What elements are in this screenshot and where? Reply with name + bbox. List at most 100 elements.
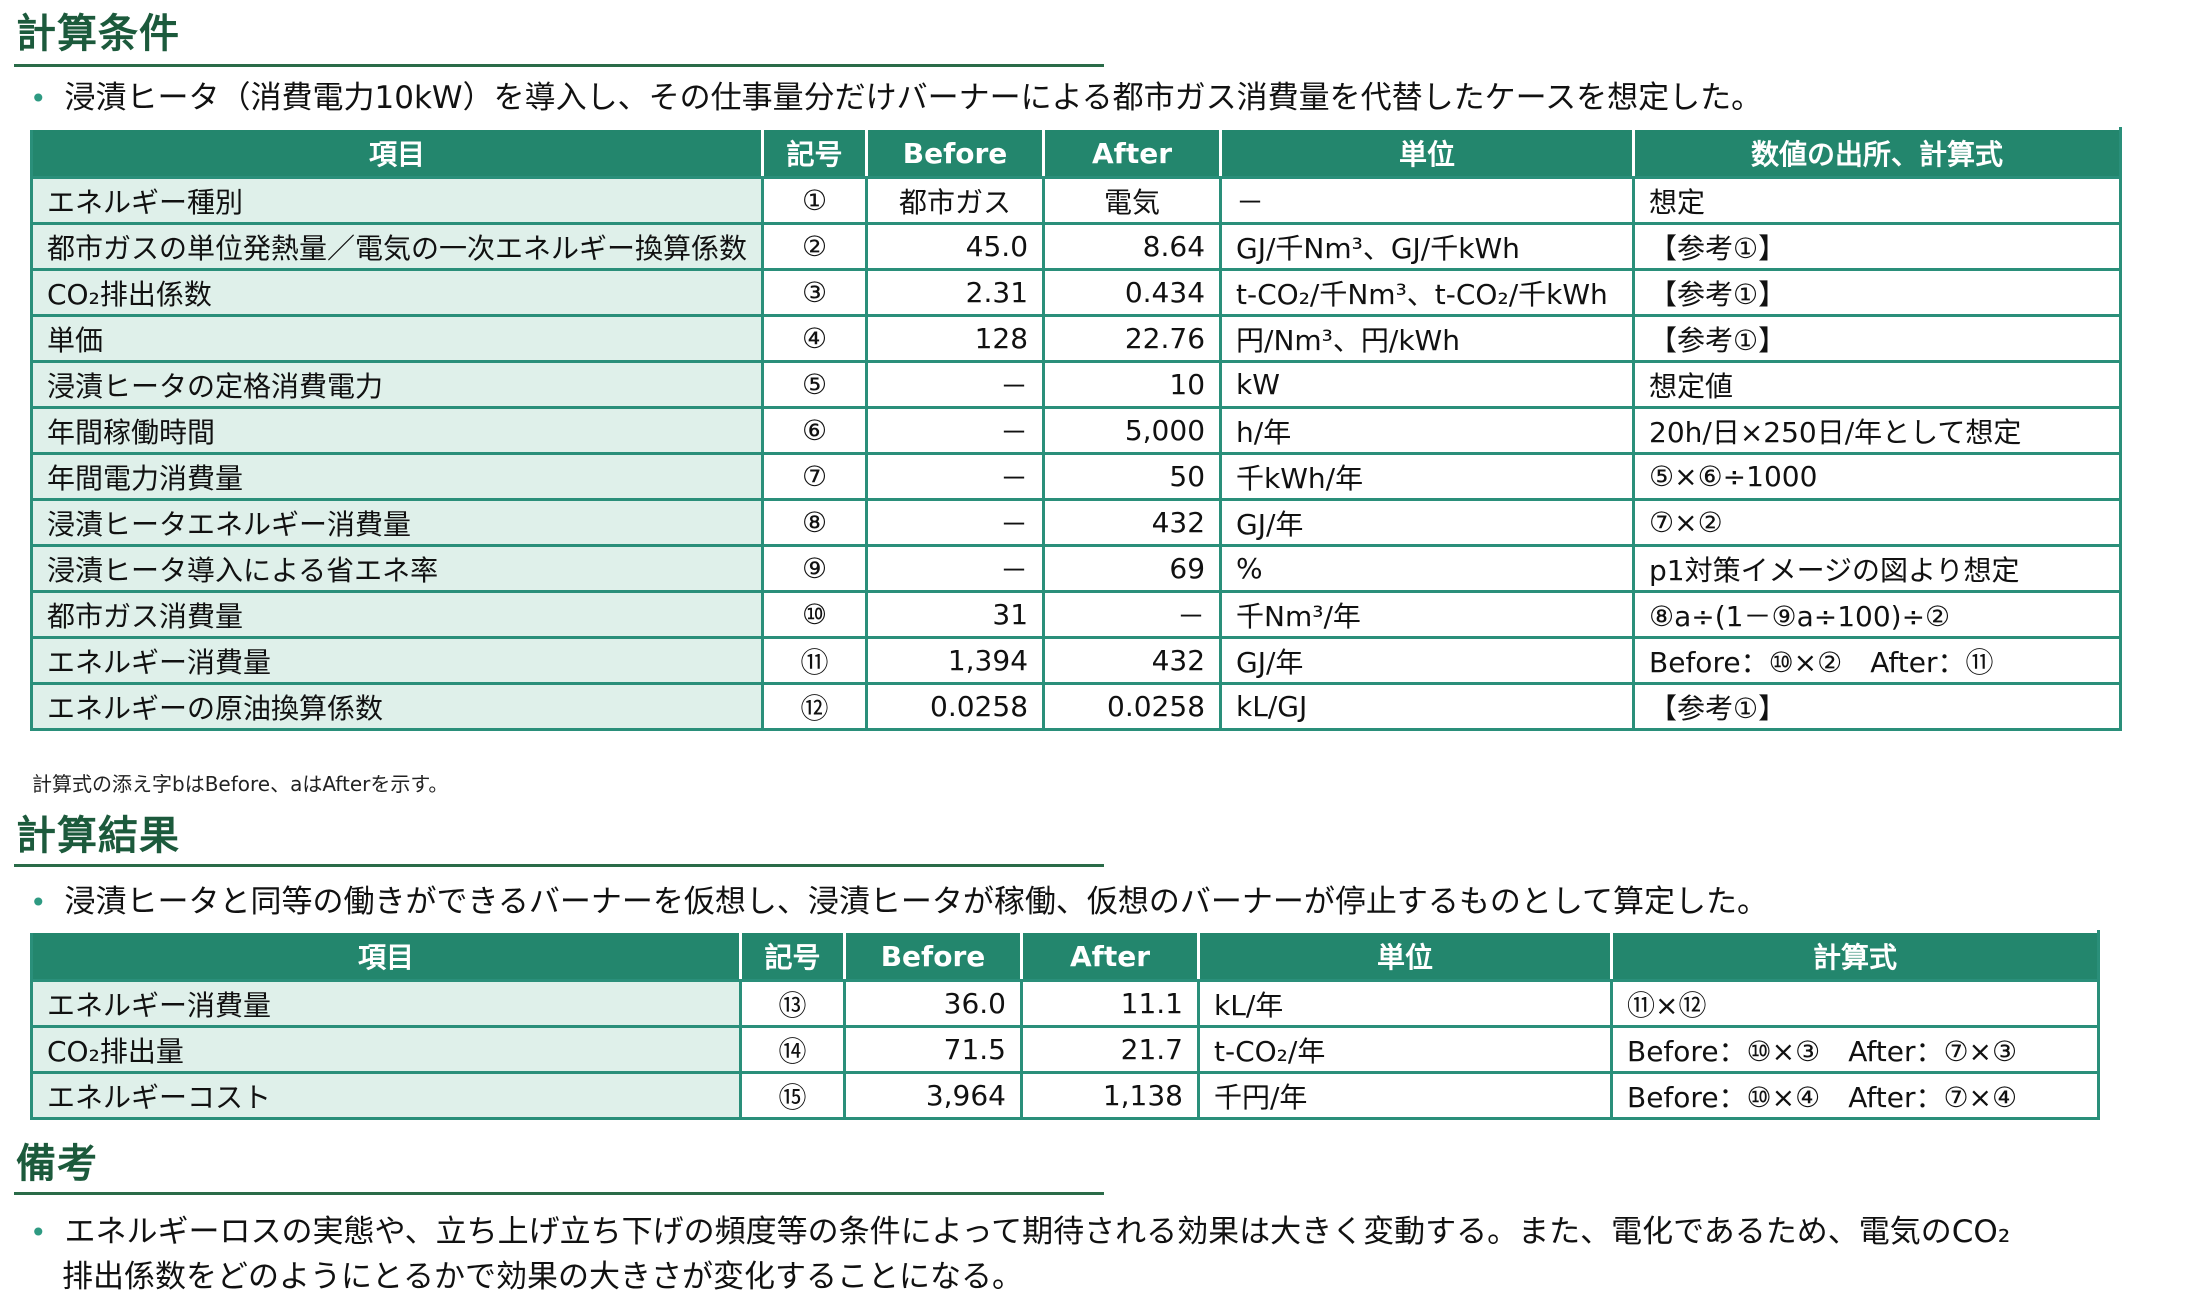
after-cell: 0.0258	[1042, 682, 1223, 731]
after-cell: 432	[1042, 636, 1223, 685]
symbol-cell: ②	[761, 222, 869, 271]
after-cell: 0.434	[1042, 268, 1223, 317]
source-cell: 【参考①】	[1632, 222, 2123, 271]
before-cell: －	[865, 498, 1046, 547]
item-cell: 浸漬ヒータ導入による省エネ率	[29, 544, 765, 593]
col-header-after: After	[1042, 127, 1223, 179]
col-header-symbol: 記号	[761, 127, 869, 179]
before-cell: 31	[865, 590, 1046, 639]
conditions-bullet-text: 浸漬ヒータ（消費電力10kW）を導入し、その仕事量分だけバーナーによる都市ガス消…	[64, 80, 1763, 116]
unit-cell: 千kWh/年	[1219, 452, 1636, 501]
unit-cell: kL/年	[1197, 979, 1613, 1028]
before-cell: 2.31	[865, 268, 1046, 317]
unit-cell: t-CO₂/年	[1197, 1025, 1613, 1074]
item-cell: 浸漬ヒータエネルギー消費量	[29, 498, 765, 547]
symbol-cell: ①	[761, 176, 869, 225]
before-cell: 0.0258	[865, 682, 1046, 731]
source-cell: ⑤×⑥÷1000	[1632, 452, 2123, 501]
source-cell: 【参考①】	[1632, 268, 2123, 317]
col-header-formula: 計算式	[1610, 930, 2100, 982]
item-cell: 年間稼働時間	[29, 406, 765, 455]
table-row: 浸漬ヒータの定格消費電力 ⑤ － 10 kW 想定値	[29, 360, 2123, 409]
after-cell: 電気	[1042, 176, 1223, 225]
symbol-cell: ⑦	[761, 452, 869, 501]
remarks-rule	[14, 1192, 1104, 1195]
source-cell: 20h/日×250日/年として想定	[1632, 406, 2123, 455]
table-row: エネルギー消費量 ⑬ 36.0 11.1 kL/年 ⑪×⑫	[30, 979, 2100, 1028]
remarks-line-1: エネルギーロスの実態や、立ち上げ立ち下げの頻度等の条件によって期待される効果は大…	[64, 1214, 2011, 1250]
unit-cell: GJ/千Nm³、GJ/千kWh	[1219, 222, 1636, 271]
source-cell: ⑪×⑫	[1610, 979, 2100, 1028]
source-cell: Before：⑩×④ After：⑦×④	[1610, 1071, 2100, 1120]
before-cell: 3,964	[843, 1071, 1023, 1120]
bullet-icon: •	[30, 1216, 47, 1249]
unit-cell: 円/Nm³、円/kWh	[1219, 314, 1636, 363]
after-cell: 69	[1042, 544, 1223, 593]
item-cell: エネルギー消費量	[29, 636, 765, 685]
after-cell: 5,000	[1042, 406, 1223, 455]
source-cell: 【参考①】	[1632, 682, 2123, 731]
col-header-before: Before	[843, 930, 1023, 982]
formula-note: 計算式の添え字bはBefore、aはAfterを示す。	[32, 772, 449, 796]
item-cell: 単価	[29, 314, 765, 363]
col-header-unit: 単位	[1219, 127, 1636, 179]
source-cell: 【参考①】	[1632, 314, 2123, 363]
symbol-cell: ⑬	[739, 979, 846, 1028]
unit-cell: GJ/年	[1219, 498, 1636, 547]
source-cell: Before：⑩×② After：⑪	[1632, 636, 2123, 685]
table-row: 単価 ④ 128 22.76 円/Nm³、円/kWh 【参考①】	[29, 314, 2123, 363]
table-row: CO₂排出量 ⑭ 71.5 21.7 t-CO₂/年 Before：⑩×③ After：⑦…	[30, 1025, 2100, 1074]
results-bullet-text: 浸漬ヒータと同等の働きができるバーナーを仮想し、浸漬ヒータが稼働、仮想のバーナー…	[64, 884, 1768, 920]
before-cell: －	[865, 452, 1046, 501]
col-header-symbol: 記号	[739, 930, 846, 982]
unit-cell: 千円/年	[1197, 1071, 1613, 1120]
after-cell: 50	[1042, 452, 1223, 501]
after-cell: 22.76	[1042, 314, 1223, 363]
after-cell: 1,138	[1020, 1071, 1200, 1120]
table-row: エネルギーコスト ⑮ 3,964 1,138 千円/年 Before：⑩×④ After：…	[30, 1071, 2100, 1120]
table-row: エネルギー消費量 ⑪ 1,394 432 GJ/年 Before：⑩×② After：⑪	[29, 636, 2123, 685]
conditions-title: 計算条件	[16, 11, 180, 57]
item-cell: エネルギーの原油換算係数	[29, 682, 765, 731]
table-row: 年間稼働時間 ⑥ － 5,000 h/年 20h/日×250日/年として想定	[29, 406, 2123, 455]
unit-cell: 千Nm³/年	[1219, 590, 1636, 639]
before-cell: 128	[865, 314, 1046, 363]
before-cell: 都市ガス	[865, 176, 1046, 225]
before-cell: 71.5	[843, 1025, 1023, 1074]
symbol-cell: ⑨	[761, 544, 869, 593]
results-header-row: 項目 記号 Before After 単位 計算式	[30, 930, 2100, 982]
item-cell: 浸漬ヒータの定格消費電力	[29, 360, 765, 409]
results-title: 計算結果	[16, 813, 180, 859]
table-row: 都市ガスの単位発熱量／電気の一次エネルギー換算係数 ② 45.0 8.64 GJ/千Nm…	[29, 222, 2123, 271]
item-cell: 年間電力消費量	[29, 452, 765, 501]
symbol-cell: ④	[761, 314, 869, 363]
source-cell: 想定	[1632, 176, 2123, 225]
conditions-rule	[14, 64, 1104, 67]
table-row: CO₂排出係数 ③ 2.31 0.434 t-CO₂/千Nm³、t-CO₂/千kWh 【参…	[29, 268, 2123, 317]
before-cell: －	[865, 544, 1046, 593]
source-cell: p1対策イメージの図より想定	[1632, 544, 2123, 593]
table-row: 浸漬ヒータ導入による省エネ率 ⑨ － 69% p1対策イメージの図より想定	[29, 544, 2123, 593]
source-cell: Before：⑩×③ After：⑦×③	[1610, 1025, 2100, 1074]
item-cell: CO₂排出量	[30, 1025, 742, 1074]
after-cell: 10	[1042, 360, 1223, 409]
symbol-cell: ⑭	[739, 1025, 846, 1074]
col-header-unit: 単位	[1197, 930, 1613, 982]
item-cell: 都市ガスの単位発熱量／電気の一次エネルギー換算係数	[29, 222, 765, 271]
unit-cell: GJ/年	[1219, 636, 1636, 685]
unit-cell: t-CO₂/千Nm³、t-CO₂/千kWh	[1219, 268, 1636, 317]
remarks-bullet: • エネルギーロスの実態や、立ち上げ立ち下げの頻度等の条件によって期待される効果は…	[30, 1210, 2130, 1299]
symbol-cell: ⑩	[761, 590, 869, 639]
item-cell: エネルギー種別	[29, 176, 765, 225]
col-header-item: 項目	[29, 127, 765, 179]
source-cell: ⑧a÷(1－⑨a÷100)÷②	[1632, 590, 2123, 639]
after-cell: 11.1	[1020, 979, 1200, 1028]
after-cell: －	[1042, 590, 1223, 639]
unit-cell: kL/GJ	[1219, 682, 1636, 731]
unit-cell: －	[1219, 176, 1636, 225]
symbol-cell: ⑧	[761, 498, 869, 547]
col-header-before: Before	[865, 127, 1046, 179]
symbol-cell: ⑫	[761, 682, 869, 731]
before-cell: －	[865, 360, 1046, 409]
